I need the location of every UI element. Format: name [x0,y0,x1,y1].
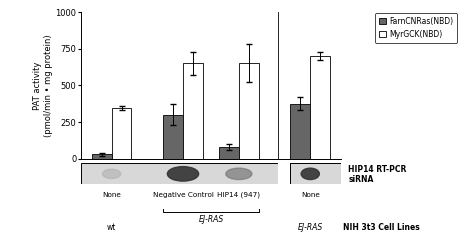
Ellipse shape [226,168,252,180]
Text: NIH 3t3 Cell Lines: NIH 3t3 Cell Lines [344,223,420,232]
Text: siRNA: siRNA [348,175,374,184]
Bar [111,108,131,159]
Text: wt: wt [107,223,116,232]
Text: Negative Control: Negative Control [153,192,213,198]
Ellipse shape [167,167,199,181]
Text: None: None [301,192,319,198]
Bar [239,63,259,159]
Bar [163,115,183,159]
FancyBboxPatch shape [81,163,341,184]
Bar [183,63,203,159]
Bar [92,154,111,159]
Legend: FarnCNRas(NBD), MyrGCK(NBD): FarnCNRas(NBD), MyrGCK(NBD) [375,13,457,42]
Text: EJ-RAS: EJ-RAS [298,223,323,232]
Bar [310,56,330,159]
FancyBboxPatch shape [278,163,291,184]
Text: EJ-RAS: EJ-RAS [198,215,224,224]
Ellipse shape [102,169,121,179]
Y-axis label: PAT activity
(pmol/min • mg protein): PAT activity (pmol/min • mg protein) [33,34,53,137]
Ellipse shape [301,168,319,180]
Bar [291,104,310,159]
Text: HIP14 (947): HIP14 (947) [218,192,260,198]
Text: None: None [102,192,121,198]
FancyBboxPatch shape [291,163,341,184]
Text: HIP14 RT-PCR: HIP14 RT-PCR [348,165,407,174]
Bar [219,147,239,159]
